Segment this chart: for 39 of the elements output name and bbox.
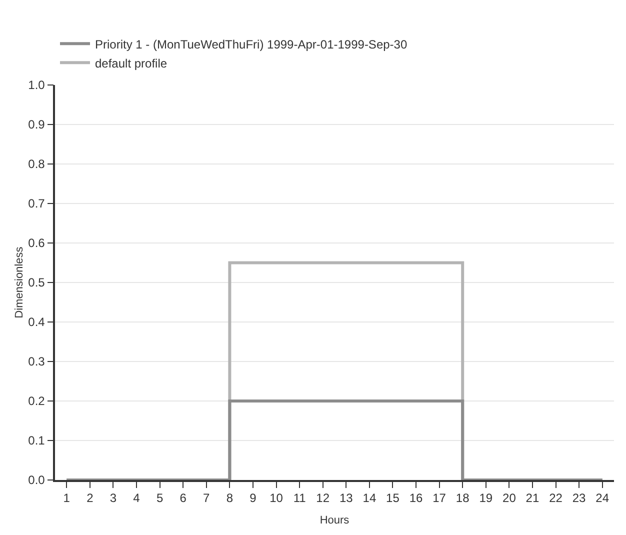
x-tick-label: 6 xyxy=(180,491,187,506)
x-tick-label: 24 xyxy=(596,491,610,506)
y-tick-label: 0.1 xyxy=(28,434,46,448)
x-tick-label: 1 xyxy=(63,491,70,506)
x-tick-label: 15 xyxy=(386,491,400,506)
x-tick-label: 9 xyxy=(250,491,257,506)
legend-label: default profile xyxy=(95,56,168,70)
y-tick-label: 1.0 xyxy=(28,78,46,92)
y-tick-label: 0.2 xyxy=(28,394,46,408)
y-tick-label: 0.9 xyxy=(28,118,46,132)
y-tick-label: 0.5 xyxy=(28,276,46,290)
x-tick-label: 5 xyxy=(156,491,164,506)
y-axis-title: Dimensionless xyxy=(14,246,26,318)
y-tick-label: 0.0 xyxy=(28,473,46,488)
x-tick-label: 7 xyxy=(203,491,210,506)
x-tick-label: 23 xyxy=(572,491,586,506)
x-tick-label: 18 xyxy=(456,491,470,506)
x-tick-label: 22 xyxy=(549,491,563,506)
x-tick-label: 16 xyxy=(409,491,424,506)
x-tick-label: 3 xyxy=(110,491,117,506)
x-tick-label: 12 xyxy=(316,491,330,506)
x-tick-label: 13 xyxy=(339,491,354,506)
legend-label: Priority 1 - (MonTueWedThuFri) 1999-Apr-01-1999-Sep-30 xyxy=(95,37,408,52)
x-axis-title: Hours xyxy=(320,514,350,526)
x-tick-label: 10 xyxy=(270,491,284,506)
x-tick-label: 11 xyxy=(293,491,306,506)
x-tick-label: 14 xyxy=(362,491,376,506)
y-tick-label: 0.8 xyxy=(28,157,46,172)
y-tick-label: 0.4 xyxy=(28,315,46,330)
x-tick-label: 2 xyxy=(86,491,94,506)
y-tick-label: 0.6 xyxy=(28,236,46,250)
y-tick-label: 0.3 xyxy=(28,354,46,369)
x-tick-label: 21 xyxy=(526,491,540,506)
y-tick-label: 0.7 xyxy=(28,196,46,211)
x-tick-label: 8 xyxy=(226,491,234,506)
x-tick-label: 19 xyxy=(479,491,493,506)
x-tick-label: 20 xyxy=(502,491,516,506)
x-tick-label: 4 xyxy=(133,491,140,506)
x-tick-label: 17 xyxy=(432,491,446,506)
